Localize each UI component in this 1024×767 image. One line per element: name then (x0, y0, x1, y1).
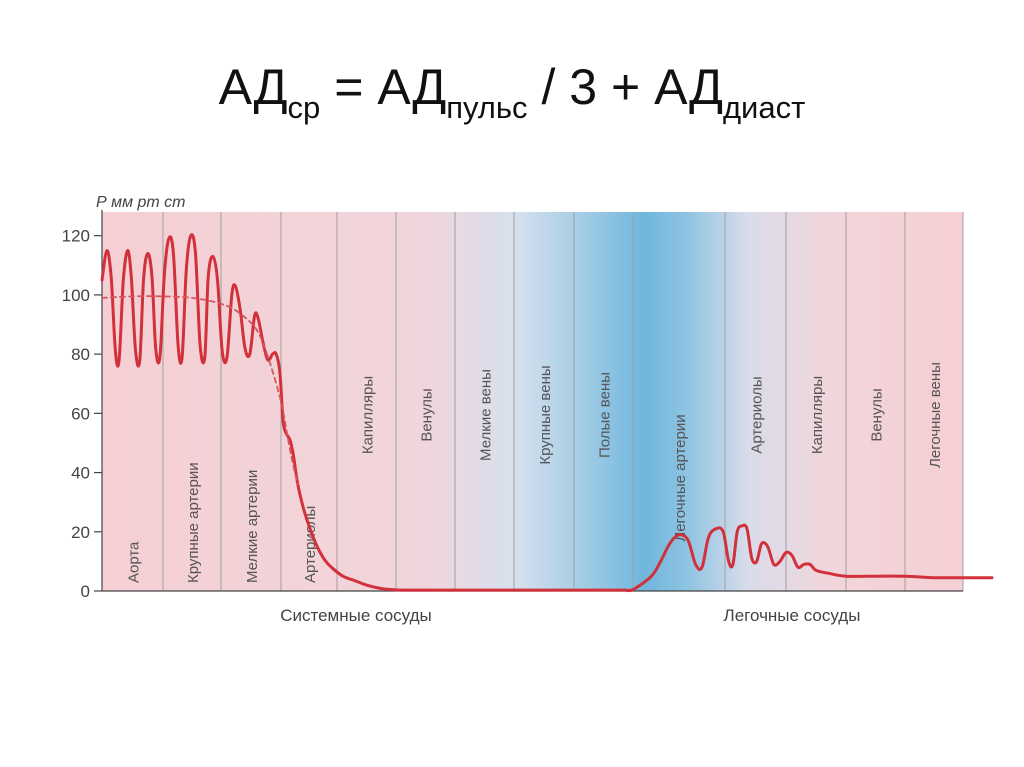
segment-label: Аорта (126, 541, 143, 583)
segment-label: Капилляры (809, 376, 826, 454)
formula-divide: / (541, 59, 556, 115)
y-tick-label: 20 (71, 523, 90, 542)
segment-label: Легочные артерии (672, 414, 689, 541)
segment-label: Венулы (869, 388, 886, 441)
segment-label: Артериолы (749, 376, 766, 453)
y-tick-label: 60 (71, 404, 90, 423)
y-tick-label: 0 (81, 582, 90, 601)
y-tick-label: 80 (71, 345, 90, 364)
y-axis-label: Р мм рт ст (96, 194, 186, 211)
group-label: Легочные сосуды (724, 606, 861, 625)
segment-label: Венулы (419, 388, 436, 441)
pressure-line (100, 233, 994, 593)
segment-label: Капилляры (360, 376, 377, 454)
formula-term1: АД (377, 59, 447, 115)
segment-label: Крупные артерии (185, 462, 202, 583)
segment-label: Легочные вены (927, 362, 944, 468)
formula-term2-subscript: диаст (722, 90, 806, 125)
y-tick-label: 120 (62, 227, 90, 246)
y-tick-label: 40 (71, 464, 90, 483)
formula-title: АДср = АДпульс / 3 + АДдиаст (0, 58, 1024, 126)
formula-divisor: 3 (569, 59, 598, 115)
formula-plus: + (610, 59, 641, 115)
formula-equals: = (334, 59, 364, 115)
segment-label: Полые вены (597, 372, 614, 458)
formula-term2: АД (654, 59, 723, 115)
formula-lhs-subscript: ср (287, 90, 321, 125)
plot-background (102, 212, 963, 591)
segment-label: Крупные вены (537, 365, 554, 464)
formula-term1-subscript: пульс (446, 90, 528, 125)
mean-pressure-line (101, 295, 299, 486)
y-tick-label: 100 (62, 286, 90, 305)
segment-label: Мелкие вены (478, 369, 495, 461)
group-label: Системные сосуды (280, 606, 432, 625)
formula-lhs: АД (218, 59, 288, 115)
segment-label: Артериолы (302, 506, 319, 583)
segment-label: Мелкие артерии (244, 470, 261, 583)
